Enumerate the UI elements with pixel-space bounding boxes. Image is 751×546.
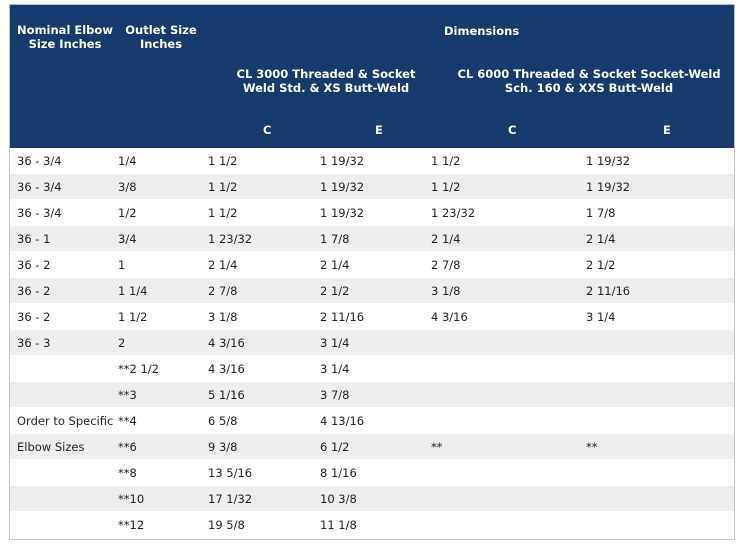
cell-cl6000-c: 1 1/2 [431,180,461,194]
cell-outlet-size: 2 [118,336,126,350]
cell-outlet-size: 3/4 [118,232,137,246]
cell-outlet-size: **8 [118,466,137,480]
table-row: 36 - 3 2 4 3/16 3 1/4 [10,330,734,356]
table-row: 36 - 3/4 3/8 1 1/2 1 19/32 1 1/2 1 19/32 [10,174,734,200]
cell-cl3000-c: 1 1/2 [208,180,238,194]
cell-outlet-size: **6 [118,440,137,454]
header-cl3000-e: E [375,123,383,137]
table-row: 36 - 1 3/4 1 23/32 1 7/8 2 1/4 2 1/4 [10,226,734,252]
table-header: Nominal Elbow Size Inches Outlet Size In… [10,5,734,148]
cell-outlet-size: 3/8 [118,180,137,194]
cell-cl6000-e: 3 1/4 [586,310,616,324]
cell-cl6000-e: 1 19/32 [586,180,631,194]
table-row: 36 - 2 1 2 1/4 2 1/4 2 7/8 2 1/2 [10,252,734,278]
cell-cl3000-e: 8 1/16 [320,466,357,480]
header-nominal-elbow-size: Nominal Elbow Size Inches [17,23,113,51]
cell-cl3000-e: 1 7/8 [320,232,350,246]
cell-cl6000-c: 2 7/8 [431,258,461,272]
cell-nominal-size: 36 - 1 [17,232,51,246]
table-row: Order to Specific **4 6 5/8 4 13/16 [10,408,734,434]
header-cl6000-e: E [663,123,671,137]
cell-nominal-size: 36 - 2 [17,258,51,272]
table-row: 36 - 2 1 1/2 3 1/8 2 11/16 4 3/16 3 1/4 [10,304,734,330]
cell-nominal-size: 36 - 2 [17,284,51,298]
cell-cl3000-c: 19 5/8 [208,518,245,532]
header-outlet-size: Outlet Size Inches [125,23,197,51]
cell-cl3000-e: 1 19/32 [320,180,365,194]
cell-cl3000-e: 1 19/32 [320,206,365,220]
cell-cl6000-e: 2 11/16 [586,284,631,298]
cell-cl6000-c: 4 3/16 [431,310,468,324]
cell-cl6000-e: ** [586,440,598,454]
cell-cl6000-c: 3 1/8 [431,284,461,298]
cell-nominal-size: 36 - 3/4 [17,180,62,194]
cell-cl3000-c: 3 1/8 [208,310,238,324]
header-dimensions: Dimensions [444,24,520,38]
table-row: 36 - 2 1 1/4 2 7/8 2 1/2 3 1/8 2 11/16 [10,278,734,304]
cell-nominal-size: Order to Specific [17,414,114,428]
cell-outlet-size: **10 [118,492,145,506]
cell-nominal-size: 36 - 3/4 [17,154,62,168]
cell-outlet-size: 1 [118,258,126,272]
table-row: Elbow Sizes **6 9 3/8 6 1/2 ** ** [10,434,734,460]
cell-cl3000-c: 5 1/16 [208,388,245,402]
header-cl6000-c: C [508,123,517,137]
table-row: 36 - 3/4 1/4 1 1/2 1 19/32 1 1/2 1 19/32 [10,148,734,174]
header-cl3000: CL 3000 Threaded & Socket Weld Std. & XS… [236,67,416,95]
cell-cl3000-e: 2 1/4 [320,258,350,272]
table-row: **3 5 1/16 3 7/8 [10,382,734,408]
table-row: **10 17 1/32 10 3/8 [10,486,734,512]
cell-outlet-size: 1 1/4 [118,284,148,298]
cell-cl3000-e: 10 3/8 [320,492,357,506]
cell-cl3000-e: 4 13/16 [320,414,365,428]
cell-cl6000-c: 2 1/4 [431,232,461,246]
header-cl3000-c: C [263,123,272,137]
cell-cl3000-e: 6 1/2 [320,440,350,454]
header-cl6000: CL 6000 Threaded & Socket Socket-Weld Sc… [457,67,721,95]
cell-outlet-size: **3 [118,388,137,402]
cell-cl3000-e: 3 1/4 [320,362,350,376]
cell-cl3000-e: 3 7/8 [320,388,350,402]
cell-cl6000-c: ** [431,440,443,454]
table-row: **8 13 5/16 8 1/16 [10,460,734,486]
table-row: 36 - 3/4 1/2 1 1/2 1 19/32 1 23/32 1 7/8 [10,200,734,226]
cell-cl6000-c: 1 1/2 [431,154,461,168]
cell-cl3000-e: 3 1/4 [320,336,350,350]
cell-outlet-size: **2 1/2 [118,362,159,376]
elbow-dimensions-table: Nominal Elbow Size Inches Outlet Size In… [9,4,735,540]
table-row: **12 19 5/8 11 1/8 [10,512,734,538]
cell-cl6000-e: 2 1/4 [586,232,616,246]
cell-cl3000-c: 17 1/32 [208,492,253,506]
cell-nominal-size: 36 - 2 [17,310,51,324]
cell-cl3000-c: 1 23/32 [208,232,253,246]
cell-cl3000-c: 9 3/8 [208,440,238,454]
cell-outlet-size: 1/4 [118,154,137,168]
table-body: 36 - 3/4 1/4 1 1/2 1 19/32 1 1/2 1 19/32 36 - … [10,148,734,538]
cell-cl3000-e: 2 1/2 [320,284,350,298]
cell-cl3000-c: 13 5/16 [208,466,253,480]
cell-nominal-size: 36 - 3/4 [17,206,62,220]
cell-cl3000-e: 11 1/8 [320,518,357,532]
cell-cl3000-c: 1 1/2 [208,154,238,168]
cell-cl3000-c: 6 5/8 [208,414,238,428]
cell-cl3000-e: 1 19/32 [320,154,365,168]
cell-cl3000-c: 1 1/2 [208,206,238,220]
cell-cl6000-e: 2 1/2 [586,258,616,272]
cell-cl3000-c: 4 3/16 [208,336,245,350]
cell-nominal-size: 36 - 3 [17,336,51,350]
cell-nominal-size: Elbow Sizes [17,440,85,454]
cell-cl3000-c: 2 1/4 [208,258,238,272]
cell-outlet-size: **12 [118,518,145,532]
cell-outlet-size: 1/2 [118,206,137,220]
table-row: **2 1/2 4 3/16 3 1/4 [10,356,734,382]
cell-cl6000-c: 1 23/32 [431,206,476,220]
cell-cl3000-c: 2 7/8 [208,284,238,298]
cell-cl6000-e: 1 19/32 [586,154,631,168]
cell-outlet-size: **4 [118,414,137,428]
cell-cl3000-e: 2 11/16 [320,310,365,324]
cell-cl3000-c: 4 3/16 [208,362,245,376]
cell-outlet-size: 1 1/2 [118,310,148,324]
cell-cl6000-e: 1 7/8 [586,206,616,220]
